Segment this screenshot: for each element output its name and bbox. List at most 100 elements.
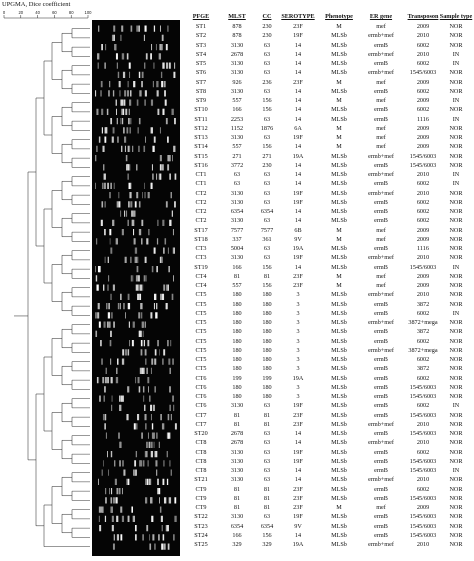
cell-mlst: 3130 (230, 189, 244, 197)
gel-band (118, 192, 120, 199)
gel-band (100, 340, 102, 347)
cell-mlst: 3130 (230, 448, 244, 456)
cell-mlst: 180 (232, 309, 242, 317)
gel-lane (105, 488, 161, 495)
cell-cc: 230 (262, 161, 272, 169)
cell-phenotype: M (336, 134, 342, 141)
cell-transposon: 6002 (416, 41, 430, 49)
cell-phenotype: MLSb (331, 291, 347, 299)
cell-pfge: CT5 (195, 346, 207, 354)
cell-er_gene: ermB (374, 383, 388, 391)
gel-band (116, 367, 118, 374)
cell-pfge: CT8 (195, 457, 207, 465)
cell-cc: 81 (263, 272, 271, 280)
column-header-transposon: Transposon (407, 13, 439, 20)
gel-band (120, 210, 122, 217)
cell-mlst: 6354 (230, 208, 244, 215)
gel-band (114, 460, 116, 467)
gel-band (121, 488, 123, 495)
cell-serotype: 19F (293, 254, 303, 262)
cell-sample_type: NOR (449, 430, 463, 437)
gel-band (163, 247, 165, 254)
cell-transposon: 6002 (416, 208, 430, 215)
cell-serotype: 14 (294, 208, 302, 215)
gel-band (138, 386, 141, 393)
cell-serotype: 14 (294, 217, 302, 225)
cell-serotype: 3 (296, 291, 300, 299)
gel-band (170, 192, 172, 199)
gel-band (150, 497, 153, 504)
gel-band (150, 127, 153, 134)
gel-band (168, 497, 172, 504)
gel-band (127, 478, 130, 485)
gel-band (135, 469, 137, 476)
cell-cc: 180 (262, 300, 272, 308)
cell-er_gene: mef (376, 124, 386, 132)
cell-transposon: 6002 (416, 485, 430, 493)
gel-lane (95, 312, 158, 319)
gel-band (134, 201, 137, 208)
gel-band (100, 81, 103, 88)
cell-transposon: 2010 (416, 541, 430, 548)
gel-band (167, 543, 170, 550)
gel-lane (102, 414, 172, 421)
gel-band (122, 71, 126, 78)
cell-mlst: 180 (232, 356, 242, 363)
gel-band (167, 432, 170, 439)
gel-band (138, 284, 140, 291)
cell-sample_type: NOR (449, 124, 463, 132)
gel-band (150, 312, 153, 319)
cell-phenotype: M (336, 272, 342, 280)
gel-band (99, 395, 101, 402)
gel-band (174, 201, 176, 208)
gel-band (169, 460, 171, 467)
cell-sample_type: NOR (449, 272, 463, 280)
cell-pfge: CT5 (195, 337, 207, 345)
gel-band (125, 210, 128, 217)
gel-band (106, 108, 109, 115)
cell-transposon: 1116 (417, 245, 429, 252)
cell-er_gene: ermB (374, 337, 388, 345)
gel-band (116, 488, 118, 495)
gel-lane (103, 173, 177, 180)
gel-lane (105, 497, 177, 504)
gel-band (110, 506, 113, 513)
gel-band (120, 506, 123, 513)
gel-band (121, 53, 125, 60)
cell-phenotype: MLSb (331, 300, 347, 308)
cell-cc: 63 (263, 134, 271, 141)
gel-band (163, 81, 166, 88)
gel-band (104, 62, 106, 69)
gel-band (164, 238, 167, 245)
gel-band (147, 460, 149, 467)
gel-band (138, 71, 141, 78)
cell-mlst: 3130 (230, 60, 244, 67)
cell-serotype: 23F (293, 272, 303, 280)
cell-transposon: 2010 (416, 476, 430, 484)
cell-mlst: 180 (232, 319, 242, 326)
cell-mlst: 180 (232, 328, 242, 336)
gel-band (121, 229, 124, 236)
gel-band (110, 118, 113, 125)
cell-phenotype: MLSb (331, 217, 347, 225)
cell-transposon: 2009 (416, 143, 430, 151)
gel-band (138, 118, 141, 125)
gel-lane (103, 460, 171, 467)
cell-serotype: 3 (296, 346, 300, 354)
cell-mlst: 180 (232, 300, 242, 308)
gel-band (95, 90, 97, 97)
gel-band (144, 192, 146, 199)
cell-cc: 81 (263, 504, 271, 511)
cell-serotype: 6B (294, 226, 302, 234)
cell-phenotype: MLSb (331, 263, 347, 271)
gel-band (173, 71, 176, 78)
gel-band (150, 441, 153, 448)
gel-lane (95, 266, 170, 273)
gel-band (151, 44, 153, 51)
cell-cc: 180 (262, 309, 272, 317)
cell-mlst: 3130 (230, 41, 244, 49)
gel-band (159, 164, 161, 171)
gel-band (153, 136, 156, 143)
gel-band (117, 358, 119, 365)
gel-band (98, 377, 100, 384)
